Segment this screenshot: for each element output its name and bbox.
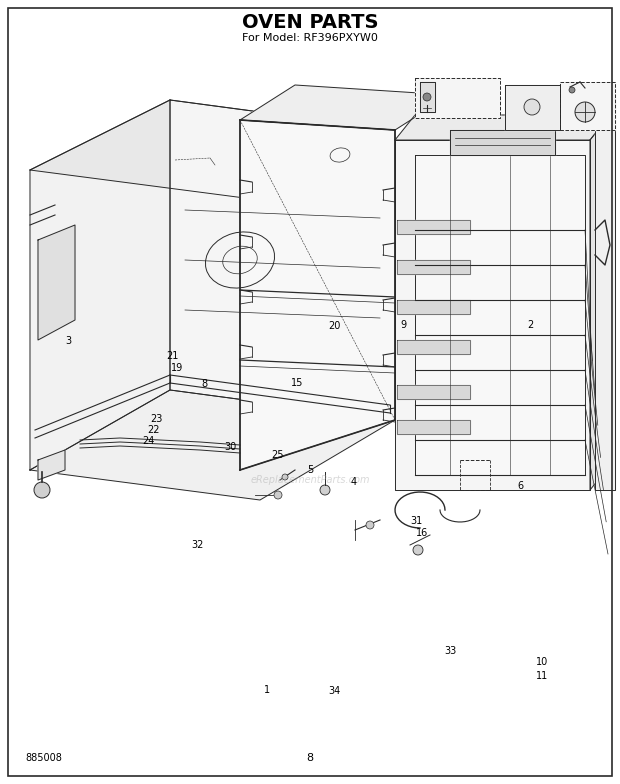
Text: OVEN PARTS: OVEN PARTS bbox=[242, 13, 378, 31]
Polygon shape bbox=[30, 100, 395, 200]
Text: 1: 1 bbox=[264, 685, 270, 695]
Polygon shape bbox=[415, 155, 585, 475]
Circle shape bbox=[413, 545, 423, 555]
Polygon shape bbox=[397, 300, 470, 314]
Text: 21: 21 bbox=[166, 351, 179, 361]
Polygon shape bbox=[560, 82, 615, 130]
Polygon shape bbox=[420, 82, 435, 112]
Polygon shape bbox=[505, 85, 560, 130]
Polygon shape bbox=[397, 260, 470, 274]
Text: 9: 9 bbox=[400, 321, 406, 330]
Text: 24: 24 bbox=[143, 436, 155, 445]
Polygon shape bbox=[30, 100, 170, 470]
Circle shape bbox=[274, 491, 282, 499]
Text: 4: 4 bbox=[350, 477, 356, 487]
Text: 6: 6 bbox=[518, 481, 524, 491]
Polygon shape bbox=[170, 100, 395, 420]
Text: 11: 11 bbox=[536, 671, 549, 681]
Circle shape bbox=[366, 521, 374, 529]
Polygon shape bbox=[397, 220, 470, 234]
Text: 3: 3 bbox=[65, 336, 71, 346]
Circle shape bbox=[320, 485, 330, 495]
Polygon shape bbox=[397, 385, 470, 399]
Polygon shape bbox=[450, 130, 555, 155]
Polygon shape bbox=[240, 85, 450, 130]
Text: eReplacementParts.com: eReplacementParts.com bbox=[250, 475, 370, 485]
Text: 15: 15 bbox=[291, 378, 304, 387]
Text: 22: 22 bbox=[148, 425, 160, 434]
Polygon shape bbox=[240, 120, 395, 470]
Polygon shape bbox=[30, 390, 395, 500]
Text: 885008: 885008 bbox=[25, 753, 62, 763]
Text: 31: 31 bbox=[410, 517, 423, 526]
Text: 19: 19 bbox=[170, 364, 183, 373]
Polygon shape bbox=[397, 340, 470, 354]
Polygon shape bbox=[38, 225, 75, 340]
Text: 23: 23 bbox=[150, 415, 162, 424]
Text: 20: 20 bbox=[329, 321, 341, 331]
Text: 8: 8 bbox=[306, 753, 314, 763]
Text: 5: 5 bbox=[307, 466, 313, 475]
Text: 8: 8 bbox=[202, 379, 208, 389]
Text: 16: 16 bbox=[415, 528, 428, 538]
Text: For Model: RF396PXYW0: For Model: RF396PXYW0 bbox=[242, 33, 378, 43]
Text: 25: 25 bbox=[272, 450, 284, 459]
Polygon shape bbox=[38, 450, 65, 480]
Polygon shape bbox=[590, 115, 610, 490]
Text: 32: 32 bbox=[191, 540, 203, 550]
Text: 2: 2 bbox=[527, 321, 533, 330]
Circle shape bbox=[569, 87, 575, 93]
Polygon shape bbox=[395, 140, 590, 490]
Circle shape bbox=[282, 474, 288, 480]
Text: 10: 10 bbox=[536, 658, 549, 667]
Polygon shape bbox=[595, 100, 615, 490]
Circle shape bbox=[423, 93, 431, 101]
Polygon shape bbox=[397, 420, 470, 434]
Circle shape bbox=[524, 99, 540, 115]
Text: 33: 33 bbox=[444, 646, 456, 655]
Polygon shape bbox=[415, 78, 500, 118]
Circle shape bbox=[34, 482, 50, 498]
Circle shape bbox=[575, 102, 595, 122]
Text: 34: 34 bbox=[329, 687, 341, 696]
Polygon shape bbox=[395, 115, 610, 140]
Text: 30: 30 bbox=[224, 442, 237, 452]
